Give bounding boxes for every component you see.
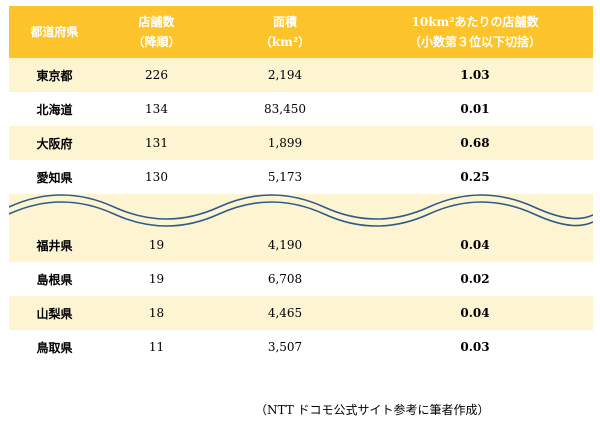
cell-stores: 134 (145, 102, 168, 116)
header-density-sub: （小数第３位以下切捨） (408, 35, 541, 49)
store-density-table: 都道府県 店舗数 （降順） 面積 （km²） 10km²あたりの店舗数 （小数第… (9, 6, 593, 364)
cell-stores: 19 (148, 238, 165, 252)
cell-density: 0.02 (460, 272, 490, 286)
wave-break-icon (9, 194, 593, 227)
omission-break (9, 194, 593, 228)
cell-stores: 131 (145, 136, 168, 150)
cell-prefecture: 島根県 (36, 272, 73, 287)
cell-density: 0.04 (460, 306, 490, 320)
cell-density: 0.01 (460, 102, 490, 116)
table-row: 山梨県 18 4,465 0.04 (9, 296, 593, 330)
header-store-count-label: 店舗数 (138, 15, 175, 29)
cell-area: 3,507 (267, 340, 303, 354)
header-density-label: 10km²あたりの店舗数 (411, 15, 539, 29)
header-area: 面積 （km²） (213, 6, 357, 58)
table-header: 都道府県 店舗数 （降順） 面積 （km²） 10km²あたりの店舗数 （小数第… (9, 6, 593, 58)
cell-prefecture: 山梨県 (36, 306, 73, 321)
cell-area: 5,173 (267, 170, 303, 184)
cell-area: 83,450 (264, 102, 306, 116)
cell-prefecture: 大阪府 (36, 136, 73, 151)
header-area-label: 面積 (272, 15, 297, 29)
header-area-sub: （km²） (259, 35, 311, 49)
cell-stores: 11 (148, 340, 165, 354)
cell-area: 2,194 (267, 68, 303, 82)
cell-stores: 130 (145, 170, 168, 184)
cell-density: 1.03 (460, 68, 490, 82)
cell-area: 4,465 (267, 306, 303, 320)
table-row: 大阪府 131 1,899 0.68 (9, 126, 593, 160)
cell-prefecture: 福井県 (36, 238, 73, 253)
cell-prefecture: 愛知県 (36, 170, 73, 185)
cell-stores: 226 (145, 68, 168, 82)
cell-area: 1,899 (267, 136, 303, 150)
cell-stores: 18 (148, 306, 165, 320)
header-density: 10km²あたりの店舗数 （小数第３位以下切捨） (357, 6, 593, 58)
cell-density: 0.03 (460, 340, 490, 354)
cell-density: 0.04 (460, 238, 490, 252)
header-prefecture-label: 都道府県 (30, 25, 79, 39)
cell-area: 6,708 (267, 272, 303, 286)
cell-density: 0.68 (460, 136, 490, 150)
header-store-count: 店舗数 （降順） (100, 6, 213, 58)
table-row: 愛知県 130 5,173 0.25 (9, 160, 593, 194)
table-row: 東京都 226 2,194 1.03 (9, 58, 593, 92)
header-prefecture: 都道府県 (9, 6, 100, 58)
header-store-count-sub: （降順） (132, 35, 181, 49)
table-row: 鳥取県 11 3,507 0.03 (9, 330, 593, 364)
cell-prefecture: 東京都 (36, 68, 73, 83)
cell-density: 0.25 (460, 170, 490, 184)
table-row: 島根県 19 6,708 0.02 (9, 262, 593, 296)
table-row: 北海道 134 83,450 0.01 (9, 92, 593, 126)
table-row: 福井県 19 4,190 0.04 (9, 228, 593, 262)
cell-prefecture: 北海道 (36, 102, 73, 117)
cell-area: 4,190 (267, 238, 303, 252)
source-caption: （NTT ドコモ公式サイト参考に筆者作成） (255, 403, 490, 417)
cell-prefecture: 鳥取県 (36, 340, 73, 355)
cell-stores: 19 (148, 272, 165, 286)
